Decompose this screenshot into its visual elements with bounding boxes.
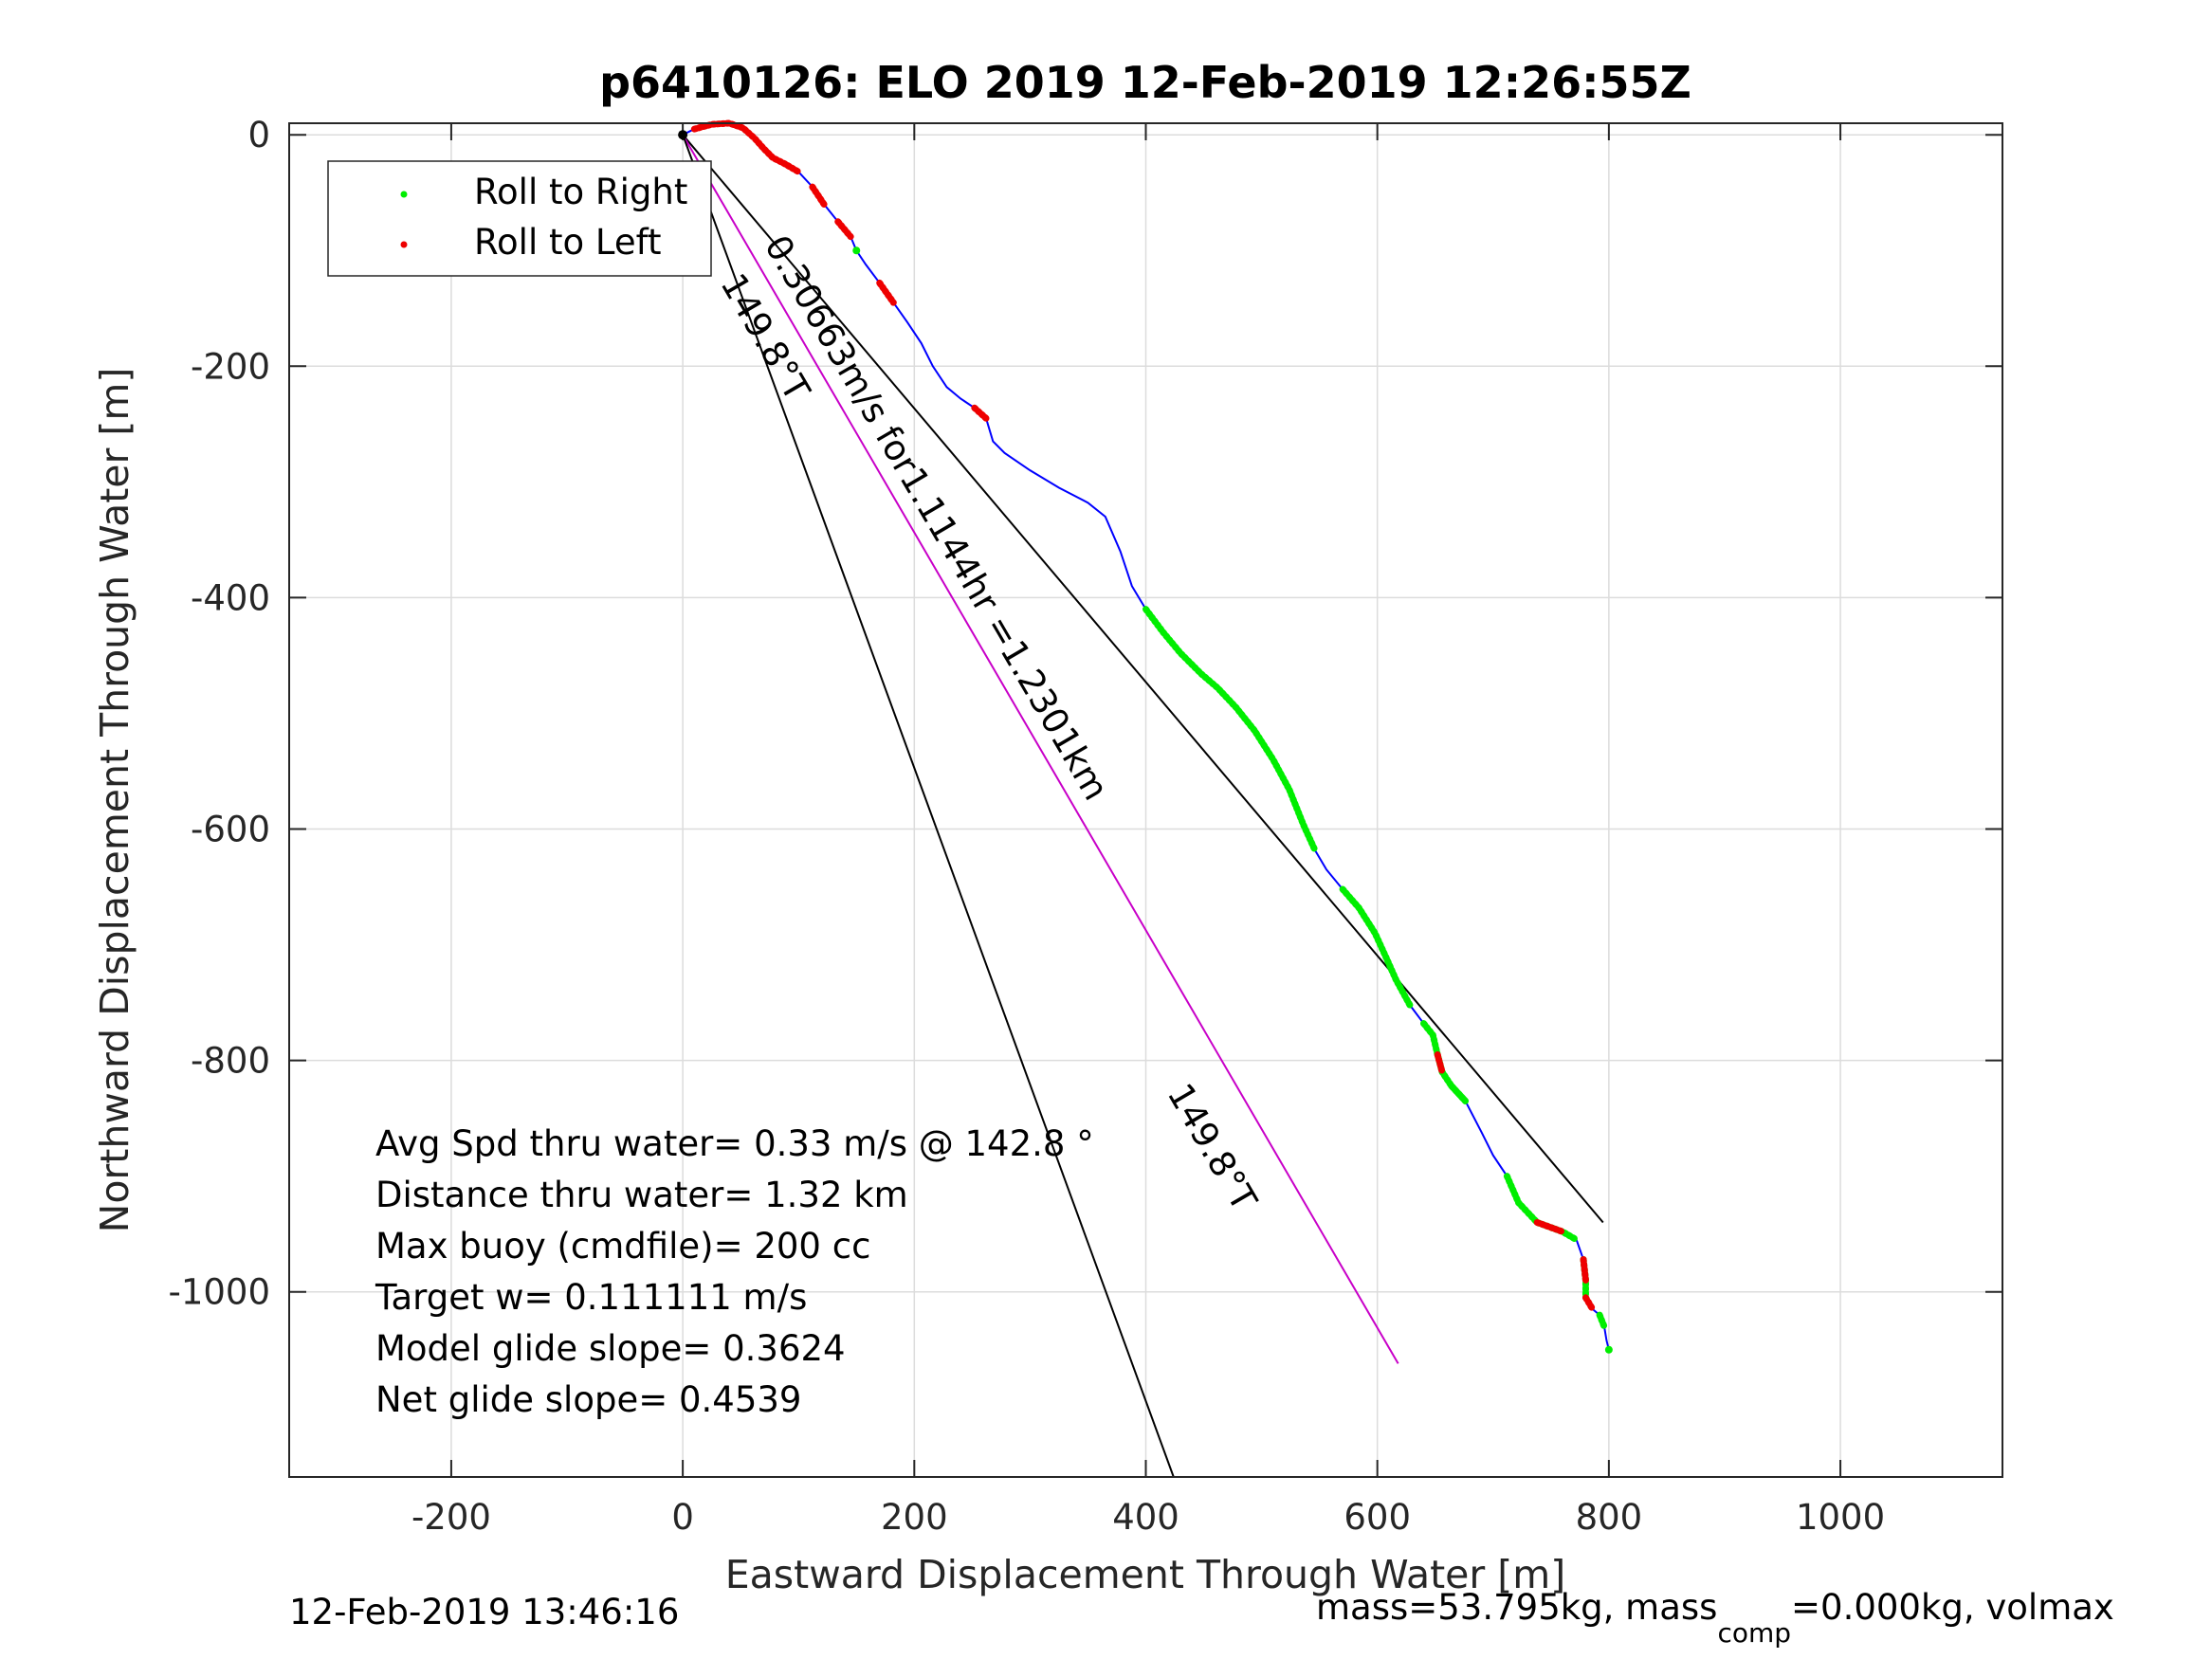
legend-label-roll-right: Roll to Right xyxy=(474,172,687,212)
y-tick-label: -400 xyxy=(191,577,270,618)
roll-right-point xyxy=(852,246,861,255)
stats-annotation: Avg Spd thru water= 0.33 m/s @ 142.8 ° Di… xyxy=(375,1123,1094,1420)
footer-mass-part1: mass=53.795kg, mass xyxy=(1316,1587,1717,1628)
roll-left-segment xyxy=(1533,1218,1566,1235)
y-tick-label: -200 xyxy=(191,346,270,387)
legend: Roll to Right Roll to Left xyxy=(327,160,712,277)
stats-line: Avg Spd thru water= 0.33 m/s @ 142.8 ° xyxy=(375,1123,1094,1164)
x-tick-labels: -200 0 200 400 600 800 1000 xyxy=(411,1497,1885,1538)
roll-left-segment xyxy=(1580,1256,1589,1285)
x-tick-label: 800 xyxy=(1576,1497,1643,1538)
stats-line: Max buoy (cmdfile)= 200 cc xyxy=(375,1226,870,1267)
legend-label-roll-left: Roll to Left xyxy=(474,222,662,263)
roll-right-segment xyxy=(1143,606,1319,853)
y-tick-label: 0 xyxy=(247,115,270,155)
x-tick-label: -200 xyxy=(411,1497,491,1538)
y-tick-label: -1000 xyxy=(168,1272,270,1313)
x-tick-label: 200 xyxy=(881,1497,948,1538)
plot-frame xyxy=(288,122,2003,1478)
roll-right-point xyxy=(1604,1345,1613,1354)
footer-mass-subscript: comp xyxy=(1717,1617,1791,1649)
x-axis-label: Eastward Displacement Through Water [m] xyxy=(725,1552,1565,1597)
roll-left-segment xyxy=(971,404,990,422)
x-tick-label: 1000 xyxy=(1796,1497,1885,1538)
stats-line: Model glide slope= 0.3624 xyxy=(375,1328,846,1369)
roll-left-segment xyxy=(1581,1294,1597,1313)
footer-timestamp: 12-Feb-2019 13:46:16 xyxy=(289,1592,679,1632)
stats-line: Distance thru water= 1.32 km xyxy=(375,1175,908,1215)
roll-left-segment xyxy=(809,183,828,208)
x-tick-label: 600 xyxy=(1344,1497,1411,1538)
y-tick-label: -800 xyxy=(191,1041,270,1082)
legend-marker-roll-right xyxy=(400,191,408,198)
x-tick-label: 0 xyxy=(671,1497,694,1538)
chart-title: p6410126: ELO 2019 12-Feb-2019 12:26:55Z xyxy=(599,57,1691,108)
stats-line: Net glide slope= 0.4539 xyxy=(375,1379,801,1420)
heading-line xyxy=(682,134,1604,1224)
y-axis-label: Northward Displacement Through Water [m] xyxy=(92,368,137,1233)
heading-line xyxy=(682,134,1399,1364)
heading-line xyxy=(682,134,1175,1478)
track-start-point xyxy=(678,130,688,140)
legend-box xyxy=(327,160,712,277)
roll-left-segment xyxy=(834,218,854,241)
stats-line: Target w= 0.111111 m/s xyxy=(375,1277,807,1318)
footer-mass-part2: =0.000kg, volmax xyxy=(1791,1587,2114,1628)
x-tick-label: 400 xyxy=(1112,1497,1179,1538)
y-tick-labels: 0 -200 -400 -600 -800 -1000 xyxy=(168,115,270,1313)
legend-marker-roll-left xyxy=(400,241,408,248)
heading-lines xyxy=(682,134,1604,1478)
y-tick-label: -600 xyxy=(191,810,270,850)
roll-right-segment xyxy=(1339,885,1414,1009)
roll-right-segment xyxy=(1596,1311,1608,1330)
roll-left-segment xyxy=(876,279,897,306)
roll-left-segment xyxy=(1434,1051,1446,1076)
footer-mass-info: mass=53.795kg, masscomp=0.000kg, volmax xyxy=(1316,1587,2114,1649)
